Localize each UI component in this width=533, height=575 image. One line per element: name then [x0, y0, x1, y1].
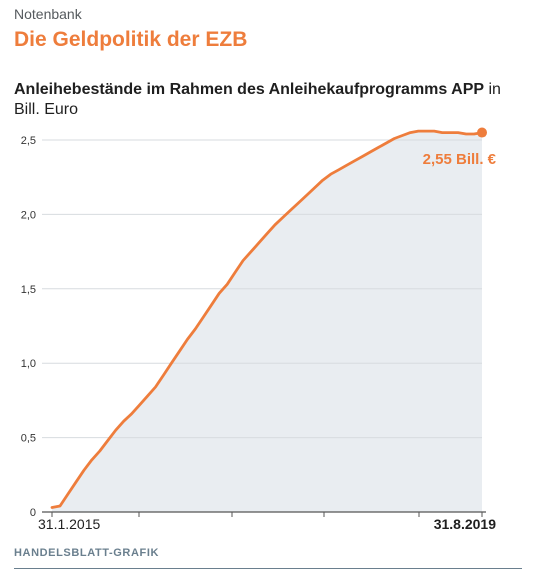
end-point-marker: [477, 127, 487, 138]
source-credit: HANDELSBLATT-GRAFIK: [14, 547, 160, 559]
end-value-annotation: 2,55 Bill. €: [423, 151, 497, 168]
chart-subtitle: Anleihebestände im Rahmen des Anleihekau…: [14, 80, 514, 120]
chart-title: Anleihebestände im Rahmen des Anleihekau…: [14, 81, 485, 98]
kicker: Notenbank: [14, 6, 82, 22]
y-tick-label: 1,5: [21, 284, 36, 296]
x-label-start: 31.1.2015: [38, 516, 100, 532]
y-tick-label: 1,0: [21, 358, 36, 370]
series-line: [50, 129, 484, 509]
footer-divider: [14, 568, 522, 569]
y-tick-label: 0: [30, 507, 36, 519]
area-fill: [52, 131, 482, 512]
y-tick-label: 2,5: [21, 135, 36, 147]
y-tick-label: 2,0: [21, 209, 36, 221]
y-tick-label: 0,5: [21, 433, 36, 445]
x-label-end: 31.8.2019: [434, 516, 496, 532]
headline: Die Geldpolitik der EZB: [14, 28, 248, 51]
chart-unit: in Bill. Euro: [14, 81, 501, 118]
